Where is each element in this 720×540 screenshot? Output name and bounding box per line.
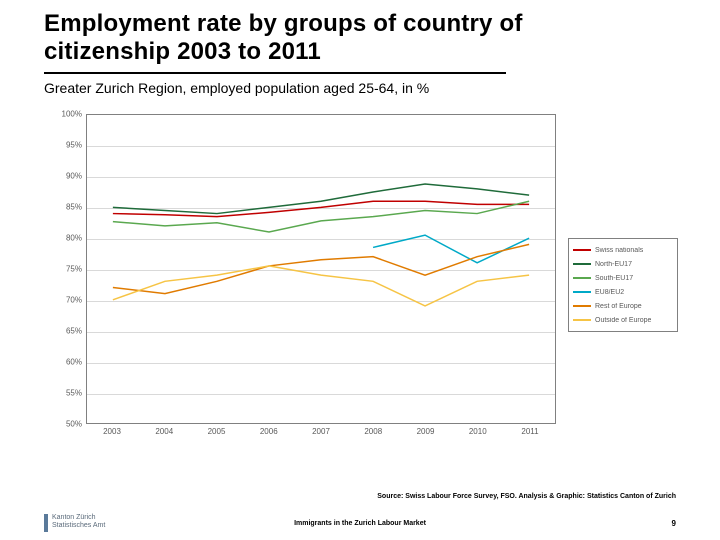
x-axis-label: 2007 <box>312 427 330 436</box>
legend-item: Outside of Europe <box>573 313 673 327</box>
legend-label: Swiss nationals <box>595 247 643 254</box>
employment-chart: Swiss nationals North-EU17 South-EU17 EU8/E… <box>44 108 680 458</box>
footer-logo-bar <box>44 514 48 532</box>
legend-swatch <box>573 305 591 307</box>
footer-logo-line1: Kanton Zürich <box>52 514 105 522</box>
footer-logo: Kanton Zürich Statistisches Amt <box>44 514 105 532</box>
chart-legend: Swiss nationals North-EU17 South-EU17 EU8/E… <box>568 238 678 332</box>
series-lines <box>87 115 555 423</box>
x-axis-label: 2010 <box>469 427 487 436</box>
legend-swatch <box>573 263 591 265</box>
legend-item: South-EU17 <box>573 271 673 285</box>
chart-source: Source: Swiss Labour Force Survey, FSO. … <box>377 493 676 500</box>
legend-swatch <box>573 277 591 279</box>
series-line <box>113 201 529 216</box>
y-axis-label: 80% <box>46 234 82 243</box>
legend-swatch <box>573 291 591 293</box>
y-axis-label: 95% <box>46 141 82 150</box>
y-axis-label: 50% <box>46 420 82 429</box>
y-axis-label: 65% <box>46 327 82 336</box>
x-axis-label: 2006 <box>260 427 278 436</box>
series-line <box>113 184 529 214</box>
slide-footer: Kanton Zürich Statistisches Amt Immigran… <box>0 514 720 532</box>
y-axis-label: 70% <box>46 296 82 305</box>
legend-swatch <box>573 319 591 321</box>
plot-area <box>86 114 556 424</box>
x-axis-label: 2009 <box>417 427 435 436</box>
series-line <box>113 201 529 232</box>
x-axis-label: 2004 <box>155 427 173 436</box>
x-axis-label: 2003 <box>103 427 121 436</box>
legend-label: EU8/EU2 <box>595 289 624 296</box>
y-axis-label: 90% <box>46 172 82 181</box>
legend-swatch <box>573 249 591 251</box>
y-axis-label: 55% <box>46 389 82 398</box>
legend-label: Rest of Europe <box>595 303 642 310</box>
legend-label: North-EU17 <box>595 261 632 268</box>
page-subtitle: Greater Zurich Region, employed populati… <box>44 80 429 96</box>
legend-item: Swiss nationals <box>573 243 673 257</box>
footer-page-number: 9 <box>672 519 676 528</box>
y-axis-label: 75% <box>46 265 82 274</box>
series-line <box>373 235 529 263</box>
y-axis-label: 60% <box>46 358 82 367</box>
y-axis-label: 85% <box>46 203 82 212</box>
page-title: Employment rate by groups of country of … <box>44 10 604 67</box>
y-axis-label: 100% <box>46 110 82 119</box>
footer-title: Immigrants in the Zurich Labour Market <box>294 520 426 527</box>
x-axis-label: 2008 <box>364 427 382 436</box>
footer-logo-text: Kanton Zürich Statistisches Amt <box>52 514 105 529</box>
legend-item: North-EU17 <box>573 257 673 271</box>
series-line <box>113 266 529 306</box>
footer-logo-line2: Statistisches Amt <box>52 522 105 530</box>
legend-label: Outside of Europe <box>595 317 651 324</box>
legend-item: Rest of Europe <box>573 299 673 313</box>
legend-item: EU8/EU2 <box>573 285 673 299</box>
legend-label: South-EU17 <box>595 275 633 282</box>
title-underline <box>44 72 506 74</box>
x-axis-label: 2005 <box>208 427 226 436</box>
x-axis-label: 2011 <box>521 427 538 436</box>
